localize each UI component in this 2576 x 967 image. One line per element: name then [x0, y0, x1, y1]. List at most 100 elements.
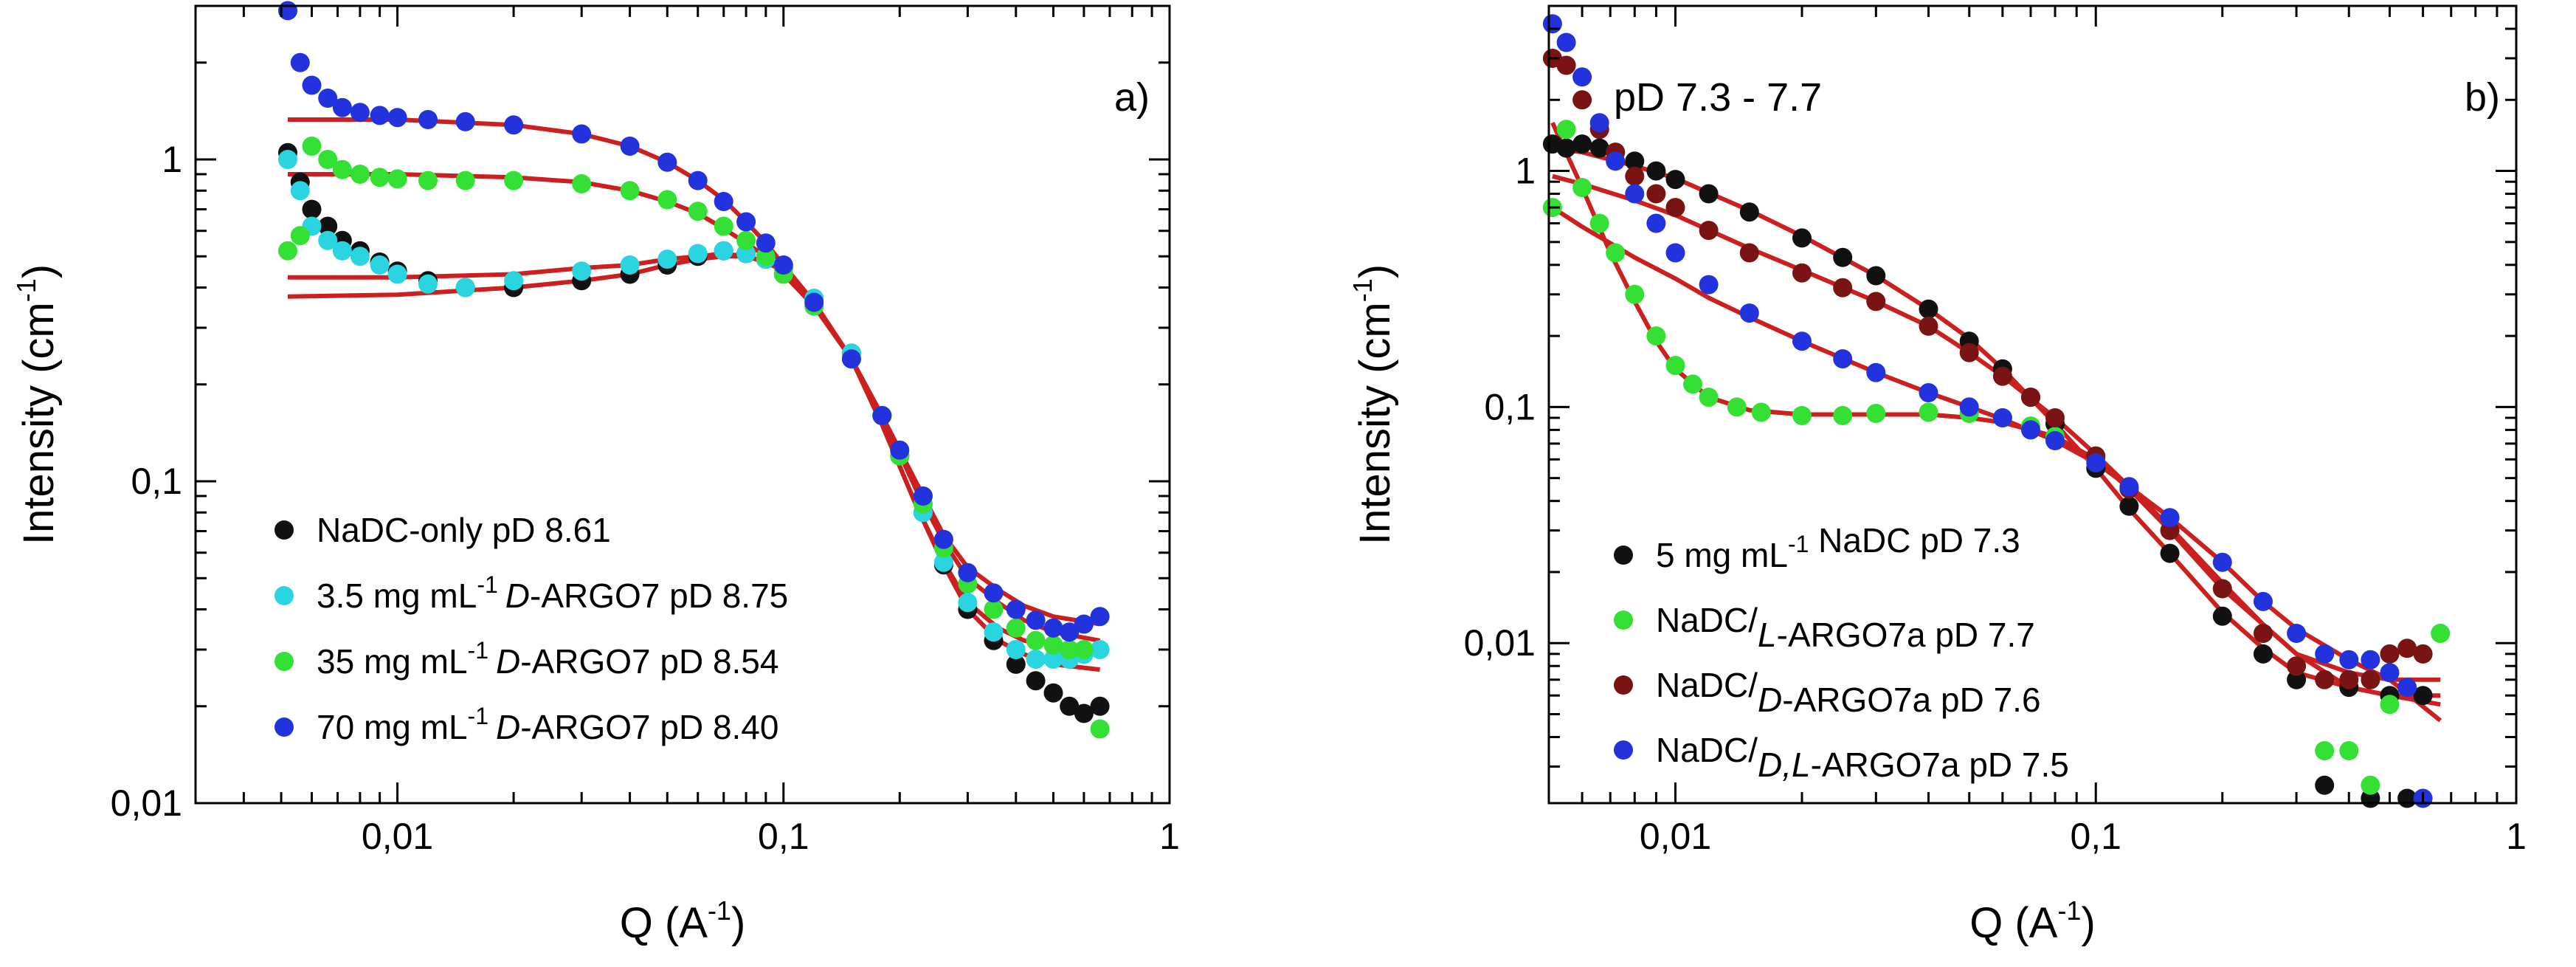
legend-label: 5 mg mL-1 NaDC pD 7.3	[1656, 521, 2020, 574]
data-point	[756, 247, 776, 266]
panel-a-x-title-main: Q (A	[620, 899, 708, 947]
data-point	[1043, 650, 1063, 669]
data-point	[350, 103, 370, 123]
data-point	[1556, 138, 1576, 158]
data-point	[1006, 599, 1026, 619]
data-point	[1043, 683, 1063, 703]
data-point	[2160, 543, 2180, 563]
data-point	[278, 241, 297, 261]
data-point	[1751, 402, 1771, 422]
legend-marker	[274, 520, 294, 540]
data-point	[1606, 151, 1626, 171]
data-point	[2212, 579, 2232, 599]
data-point	[2021, 388, 2040, 407]
legend-marker	[274, 717, 294, 737]
data-point	[1074, 614, 1094, 634]
data-point	[620, 255, 640, 275]
panel-b-x-tick-labels: 0,01 0,1 1	[1640, 816, 2527, 857]
legend-marker	[1614, 675, 1633, 695]
legend-label: 70 mg mL-1 D-ARGO7 pD 8.40	[317, 703, 778, 746]
data-point	[370, 168, 390, 187]
data-point	[1090, 719, 1110, 739]
panel-b-legend-entry: 5 mg mL-1 NaDC pD 7.3	[1614, 521, 2020, 574]
panel-a-x-axis-title: Q (A-1)	[620, 895, 746, 947]
data-point	[1074, 703, 1094, 723]
data-point	[1090, 640, 1110, 659]
data-point	[2212, 606, 2232, 626]
data-point	[2361, 650, 2380, 670]
data-point	[1006, 654, 1026, 674]
data-point	[1833, 349, 1853, 369]
legend-marker	[274, 652, 294, 671]
panel-a-x-tick-label: 0,1	[758, 816, 809, 857]
panel-a-plot-frame	[194, 4, 1171, 805]
data-point	[2361, 670, 2380, 689]
data-point	[418, 274, 438, 294]
data-point	[872, 406, 892, 425]
data-point	[657, 152, 677, 172]
panel-b-legend: 5 mg mL-1 NaDC pD 7.3 NaDC/L-ARGO7a pD 7…	[1614, 521, 2069, 784]
panel-b-y-title-main: Intensity (cm	[1351, 302, 1399, 545]
data-point	[756, 233, 776, 253]
data-point	[1959, 397, 1979, 417]
data-point	[318, 230, 338, 250]
data-point	[1919, 383, 1938, 402]
data-point	[332, 97, 352, 117]
panel-b-y-title-close: )	[1351, 264, 1399, 278]
panel-b-x-title-close: )	[2081, 899, 2095, 947]
data-point	[2254, 591, 2273, 611]
data-point	[1792, 331, 1812, 351]
data-point	[736, 230, 756, 250]
data-point	[1043, 618, 1063, 638]
data-point	[1665, 198, 1685, 218]
data-point	[1646, 213, 1666, 233]
data-point	[714, 192, 733, 211]
panel-a-y-title-superscript: -1	[11, 278, 41, 302]
data-point	[1556, 32, 1576, 52]
data-point	[1792, 263, 1812, 283]
panel-a-y-tick-label: 0,01	[111, 782, 182, 824]
data-point	[2119, 477, 2139, 497]
panel-a-x-tick-label: 1	[1159, 816, 1180, 857]
data-point	[418, 110, 438, 129]
data-point	[657, 190, 677, 210]
data-point	[332, 159, 352, 179]
data-point	[1625, 284, 1645, 304]
data-point	[736, 212, 756, 232]
panel-a-y-title-close: )	[15, 264, 63, 278]
data-point	[1572, 90, 1592, 110]
data-point	[1866, 266, 1886, 286]
data-point	[2380, 695, 2400, 715]
panel-b-legend-entry: NaDC/D,L-ARGO7a pD 7.5	[1614, 731, 2069, 784]
panel-a-label: a)	[1114, 75, 1150, 120]
data-point	[1919, 402, 1938, 422]
panel-b-y-axis-title: Intensity (cm-1)	[1347, 264, 1399, 545]
data-point	[1542, 14, 1562, 34]
data-point	[572, 261, 592, 281]
data-point	[1665, 170, 1685, 190]
panel-b-x-tick-label: 0,01	[1640, 816, 1711, 857]
data-point	[984, 622, 1004, 642]
data-point	[2254, 624, 2273, 643]
data-point	[2287, 670, 2307, 689]
data-point	[504, 171, 524, 190]
data-point	[2315, 775, 2335, 795]
data-point	[2315, 741, 2335, 760]
data-point	[1006, 618, 1026, 638]
panel-a-legend-entry: 35 mg mL-1 D-ARGO7 pD 8.54	[274, 637, 778, 681]
data-point	[2045, 431, 2065, 450]
panel-a-data-points	[278, 1, 1110, 739]
data-point	[1699, 388, 1719, 407]
panel-b-x-title-superscript: -1	[2057, 895, 2081, 926]
data-point	[1739, 243, 1759, 263]
data-point	[1646, 161, 1666, 181]
data-point	[332, 241, 352, 261]
data-point	[387, 108, 407, 128]
data-point	[914, 486, 933, 506]
data-point	[1833, 406, 1853, 425]
panel-b-plot-frame	[1547, 4, 2518, 805]
panel-a-x-tick-labels: 0,01 0,1 1	[362, 816, 1180, 857]
data-point	[1866, 362, 1886, 382]
data-point	[1992, 366, 2012, 386]
legend-label: NaDC/D,L-ARGO7a pD 7.5	[1656, 731, 2069, 784]
